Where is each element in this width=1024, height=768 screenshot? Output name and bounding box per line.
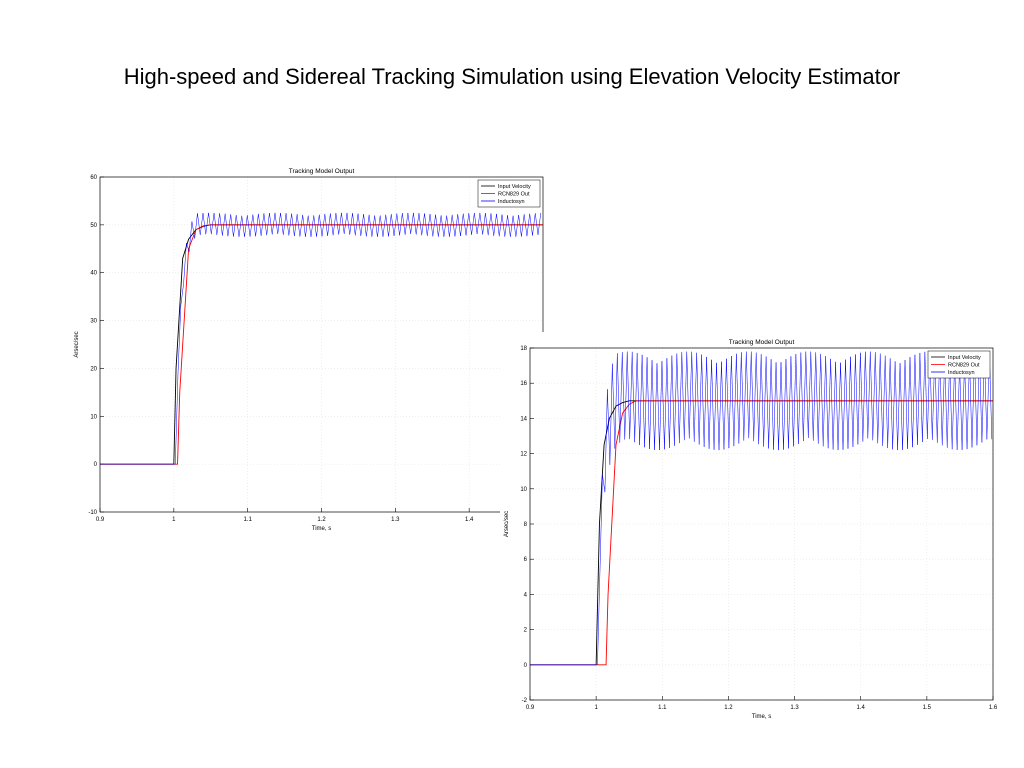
x-tick-label: 1.5: [923, 705, 932, 711]
axes-frame: [529, 347, 994, 701]
chart-1-svg: 0.9 1 1.1 1.2 1.3 1.4 -10 0 10 20 30 40 50 60 Tracking…: [74, 168, 544, 532]
y-tick-label: 40: [90, 271, 97, 277]
y-tick-label: 4: [524, 592, 528, 598]
legend-entry: Inductosyn: [498, 199, 525, 205]
series-line-rcn829-out: [100, 224, 543, 465]
plot-area: [100, 177, 543, 512]
y-tick-label: 30: [90, 319, 97, 325]
x-tick-label: 1.4: [857, 705, 866, 711]
y-axis-label: Arsec/sec: [74, 331, 80, 357]
x-tick-label: 1.2: [724, 705, 733, 711]
chart-title: Tracking Model Output: [289, 168, 355, 175]
y-tick-label: 6: [524, 557, 528, 563]
y-tick-label: 18: [520, 346, 527, 352]
series-line-inductosyn: [100, 212, 542, 465]
legend-entry: Input Velocity: [498, 184, 531, 190]
slide-title: High-speed and Sidereal Tracking Simulat…: [123, 64, 901, 89]
legend-entry: RCN829 Out: [948, 363, 980, 369]
y-tick-label: -2: [522, 698, 528, 704]
y-tick-label: 2: [524, 628, 528, 634]
y-tick-label: 10: [520, 487, 527, 493]
y-tick-label: 14: [520, 416, 527, 422]
x-axis-label: Time, s: [312, 526, 331, 532]
chart-title: Tracking Model Output: [729, 339, 795, 346]
x-tick-label: 1.3: [790, 705, 799, 711]
x-tick-label: 1: [172, 517, 176, 523]
x-tick-label: 1.6: [989, 705, 998, 711]
x-tick-label: 1: [594, 705, 598, 711]
y-tick-label: 0: [94, 462, 98, 468]
y-tick-label: -10: [88, 510, 97, 516]
x-axis-label: Time, s: [752, 714, 771, 720]
x-tick-label: 1.2: [317, 517, 326, 523]
chart-tracking-model-output-2: 0.9 1 1.1 1.2 1.3 1.4 1.5 1.6 -2 0 2 4 6 8 10 12 14 16 18 T…: [500, 332, 1010, 722]
x-tick-label: 1.1: [658, 705, 667, 711]
y-axis-label: Arsec/sec: [504, 511, 510, 537]
y-tick-label: 10: [90, 414, 97, 420]
x-tick-label: 0.9: [526, 705, 535, 711]
legend-entry: Input Velocity: [948, 355, 981, 361]
y-tick-label: 20: [90, 366, 97, 372]
chart-tracking-model-output-1: 0.9 1 1.1 1.2 1.3 1.4 -10 0 10 20 30 40 50 60 Tracking…: [60, 160, 552, 532]
y-tick-label: 16: [520, 381, 527, 387]
x-tick-label: 1.3: [391, 517, 400, 523]
y-tick-label: 0: [524, 663, 528, 669]
x-tick-label: 0.9: [96, 517, 105, 523]
y-tick-label: 60: [90, 175, 97, 181]
chart-2-svg: 0.9 1 1.1 1.2 1.3 1.4 1.5 1.6 -2 0 2 4 6 8 10 12 14 16 18 T…: [504, 339, 998, 720]
y-tick-label: 12: [520, 452, 527, 458]
y-tick-label: 8: [524, 522, 528, 528]
legend-entry: Inductosyn: [948, 370, 975, 376]
x-tick-label: 1.4: [465, 517, 474, 523]
legend-entry: RCN829 Out: [498, 192, 530, 198]
x-tick-label: 1.1: [243, 517, 252, 523]
series-line-input-velocity: [530, 400, 993, 666]
y-tick-label: 50: [90, 223, 97, 229]
series-line-inductosyn: [530, 351, 993, 666]
